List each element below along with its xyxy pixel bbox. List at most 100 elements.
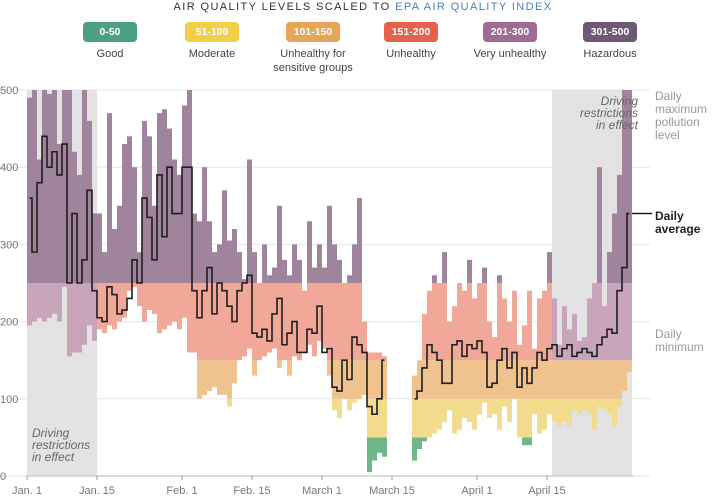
bar-day-120-band-3	[627, 283, 632, 361]
bar-day-89-band-1	[472, 398, 477, 430]
bar-day-64-band-4	[347, 275, 352, 283]
x-tick-label-3: Feb. 15	[233, 485, 270, 496]
bar-day-81-band-1	[432, 398, 437, 434]
bar-day-81-band-4	[432, 275, 437, 283]
legend-item-good: 0-50 Good	[45, 22, 175, 61]
bar-day-17-band-4	[112, 228, 117, 283]
bar-day-37-band-4	[212, 252, 217, 283]
legend-item-hazardous: 301-500 Hazardous	[545, 22, 675, 61]
bar-day-41-band-2	[232, 360, 237, 384]
bar-day-99-band-3	[522, 325, 527, 361]
bar-day-29-band-4	[172, 159, 177, 283]
bar-day-95-band-2	[502, 360, 507, 399]
bar-day-27-band-4	[162, 109, 167, 283]
bar-day-113-band-3	[592, 283, 597, 361]
bar-day-77-band-0	[412, 437, 417, 461]
bar-day-119-band-2	[622, 360, 627, 392]
bar-day-38-band-3	[217, 283, 222, 361]
bar-day-59-band-4	[322, 267, 327, 283]
bar-day-65-band-2	[352, 360, 357, 399]
bar-day-24-band-4	[147, 136, 152, 283]
bar-day-21-band-4	[132, 167, 137, 283]
x-tick-label-0: Jan. 1	[12, 485, 42, 496]
restriction-note-left-line1: Driving	[32, 426, 70, 440]
bar-day-39-band-2	[222, 360, 227, 395]
avg-label-line2: average	[655, 222, 701, 236]
bar-day-103-band-2	[542, 360, 547, 399]
bar-day-35-band-3	[202, 283, 207, 361]
bar-day-10-band-3	[77, 283, 82, 353]
bar-day-98-band-3	[517, 344, 522, 361]
bar-day-27-band-3	[162, 283, 167, 330]
bar-day-28-band-3	[167, 283, 172, 326]
bar-day-89-band-2	[472, 360, 477, 399]
bar-day-116-band-2	[607, 360, 612, 399]
bar-day-66-band-3	[357, 283, 362, 361]
bar-day-33-band-4	[192, 213, 197, 283]
bar-day-7-band-3	[62, 283, 67, 287]
restriction-note-right: Driving restrictions in effect	[560, 95, 638, 131]
min-label-line2: minimum	[655, 340, 704, 354]
bar-day-36-band-3	[207, 283, 212, 361]
bar-day-115-band-3	[602, 306, 607, 361]
bar-day-6-band-4	[57, 144, 62, 283]
bar-day-114-band-1	[597, 398, 602, 407]
bar-day-61-band-1	[332, 398, 337, 411]
bar-day-85-band-1	[452, 398, 457, 434]
bar-day-46-band-3	[257, 283, 262, 361]
bar-day-51-band-4	[282, 259, 287, 283]
bar-day-62-band-3	[337, 283, 342, 361]
bar-day-83-band-4	[442, 252, 447, 283]
bar-day-43-band-4	[242, 279, 247, 283]
bar-day-56-band-4	[307, 221, 312, 283]
bar-day-36-band-4	[207, 221, 212, 283]
legend-item-very-unhealthy: 201-300 Very unhealthy	[445, 22, 575, 61]
bar-day-29-band-3	[172, 283, 177, 322]
bar-day-103-band-3	[542, 290, 547, 361]
bar-day-104-band-4	[547, 252, 552, 283]
bar-day-42-band-3	[237, 283, 242, 361]
bar-day-84-band-2	[447, 360, 452, 399]
bar-day-41-band-4	[232, 228, 237, 283]
bar-day-114-band-4	[597, 167, 602, 283]
bar-day-57-band-4	[312, 267, 317, 283]
bar-day-117-band-2	[612, 360, 617, 399]
restriction-note-right-line1: Driving	[600, 94, 638, 108]
bar-day-100-band-3	[527, 290, 532, 361]
bar-day-14-band-4	[97, 213, 102, 283]
average-line-segment-0	[29, 135, 385, 416]
bar-day-110-band-1	[577, 398, 582, 415]
bar-day-112-band-2	[587, 360, 592, 399]
bar-day-118-band-4	[617, 174, 622, 283]
bar-day-64-band-3	[347, 283, 352, 361]
bar-day-68-band-3	[367, 352, 372, 361]
bar-day-52-band-3	[287, 283, 292, 361]
bar-day-50-band-3	[277, 283, 282, 361]
bar-day-79-band-2	[422, 360, 427, 399]
bar-day-33-band-3	[192, 283, 197, 353]
bar-day-88-band-4	[467, 259, 472, 283]
bar-day-15-band-4	[102, 252, 107, 283]
bar-day-8-band-4	[67, 90, 72, 283]
bar-day-60-band-4	[327, 205, 332, 283]
bar-day-19-band-4	[122, 144, 127, 283]
bar-day-44-band-4	[247, 159, 252, 283]
restriction-note-right-line2: restrictions	[579, 106, 638, 120]
bar-day-63-band-2	[342, 360, 347, 399]
bar-day-106-band-2	[557, 360, 562, 399]
bar-day-49-band-4	[272, 267, 277, 283]
avg-label: Daily average	[655, 210, 700, 236]
bar-day-18-band-3	[117, 283, 122, 322]
bar-day-108-band-1	[567, 398, 572, 426]
bar-day-102-band-3	[537, 298, 542, 361]
y-tick-label-0: 0	[0, 471, 6, 483]
bar-day-14-band-3	[97, 283, 102, 330]
bar-day-26-band-3	[157, 283, 162, 334]
legend-label-very-unhealthy: Very unhealthy	[473, 48, 547, 60]
bar-day-63-band-3	[342, 283, 347, 361]
bar-day-78-band-1	[417, 398, 422, 438]
bar-day-34-band-4	[197, 221, 202, 283]
restriction-note-left: Driving restrictions in effect	[32, 427, 90, 463]
bar-day-60-band-2	[327, 360, 332, 376]
bar-day-71-band-0	[382, 437, 387, 457]
